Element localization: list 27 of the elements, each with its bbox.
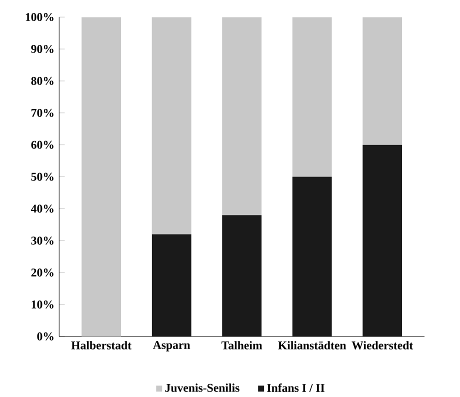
- x-tick-label: Halberstadt: [71, 341, 132, 350]
- bar: [292, 17, 332, 177]
- bar: [82, 17, 122, 336]
- y-tick-label: 60%: [31, 140, 54, 149]
- x-tick-label: Wiederstedt: [352, 341, 414, 350]
- y-tick-label: 80%: [31, 76, 54, 86]
- x-tick-label: Talheim: [222, 341, 262, 350]
- x-tick-label: Kilianstädten: [278, 341, 346, 350]
- y-tick-label: 0%: [37, 332, 54, 341]
- y-tick-label: 10%: [32, 300, 54, 309]
- legend-label: Infans I / II: [267, 384, 324, 392]
- bar: [152, 17, 192, 234]
- y-tick-label: 50%: [31, 172, 54, 181]
- legend-label: Juvenis-Senilis: [165, 384, 240, 392]
- bar: [152, 234, 192, 336]
- x-tick-label: Asparn: [152, 341, 190, 352]
- bar: [222, 17, 262, 216]
- bar: [362, 144, 402, 336]
- bar: [292, 176, 332, 336]
- y-tick-label: 40%: [31, 204, 54, 213]
- y-tick-label: 20%: [31, 268, 54, 277]
- y-tick-label: 90%: [31, 45, 54, 54]
- y-tick-label: 100%: [26, 13, 54, 22]
- y-tick-label: 70%: [32, 108, 54, 117]
- bar: [222, 215, 262, 336]
- bar: [362, 17, 402, 145]
- y-tick-label: 30%: [31, 236, 54, 245]
